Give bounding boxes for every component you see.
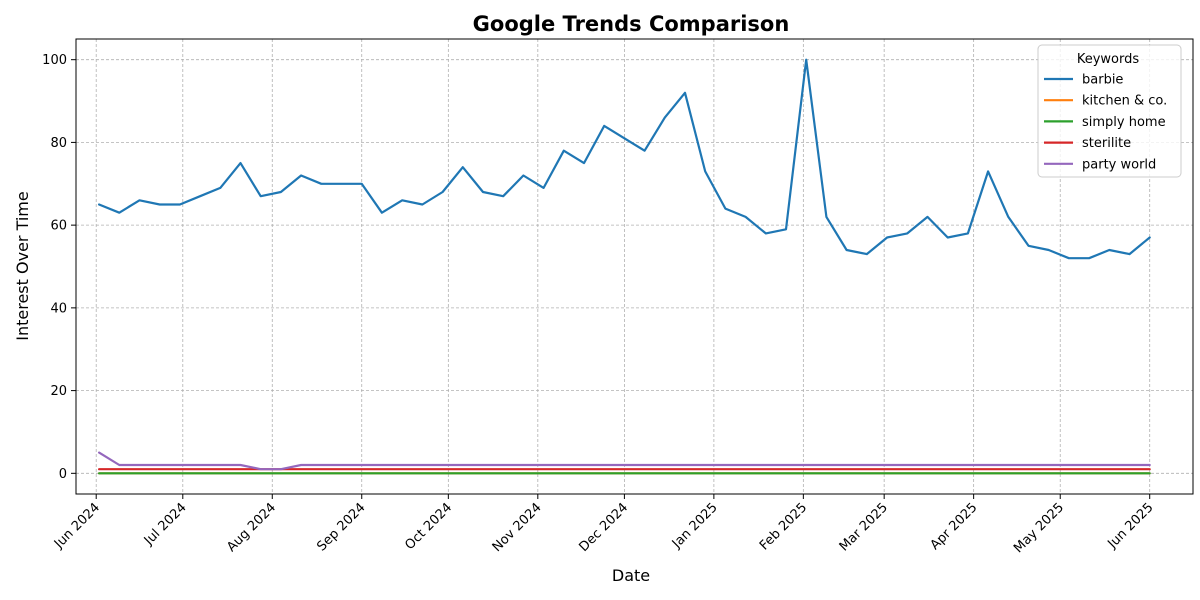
legend-items: barbie kitchen & co. simply home sterilite p… [1044, 73, 1167, 172]
legend: Keywords barbie kitchen & co. simply home s… [1037, 44, 1182, 178]
plot-area-frame [75, 38, 1194, 495]
legend-label-party-world: party world [1082, 157, 1156, 172]
series-line-party-world [97, 451, 1151, 471]
x-axis-label: Date [612, 566, 650, 585]
y-axis-label: Interest Over Time [13, 191, 32, 340]
legend-label-kitchen-co: kitchen & co. [1082, 94, 1167, 109]
legend-label-sterilite: sterilite [1082, 136, 1131, 151]
legend-label-barbie: barbie [1082, 73, 1123, 88]
y-tick-label: 20 [50, 384, 67, 399]
y-tick-label: 60 [50, 219, 67, 234]
y-tick-label: 80 [50, 136, 67, 151]
legend-label-simply-home: simply home [1082, 115, 1166, 130]
y-axis-ticks: 0 20 40 60 80 100 [42, 53, 76, 482]
series-lines [97, 58, 1151, 475]
chart-title: Google Trends Comparison [473, 12, 790, 36]
y-tick-label: 40 [50, 301, 67, 316]
y-tick-label: 100 [42, 53, 67, 68]
legend-box [1037, 44, 1182, 178]
series-line-barbie [97, 58, 1151, 260]
legend-title: Keywords [1077, 52, 1140, 67]
y-tick-label: 0 [59, 467, 67, 482]
